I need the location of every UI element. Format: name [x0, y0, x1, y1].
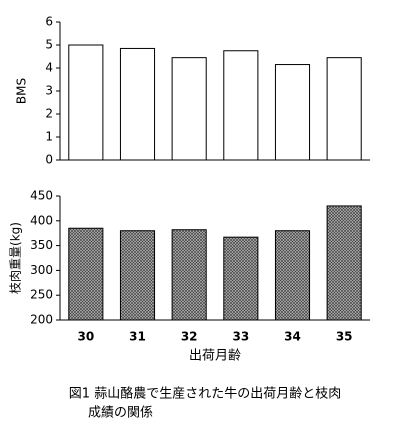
caption: 成績の関係 [88, 406, 153, 421]
y-tick-label: 2 [45, 107, 53, 121]
y-tick-label: 350 [30, 238, 53, 252]
x-tick-label: 35 [336, 330, 353, 344]
y-tick-label: 400 [30, 213, 53, 227]
bar [326, 57, 362, 161]
caption: 図1 蒜山酪農で生産された牛の出荷月齢と枝肉 [69, 386, 341, 402]
y-tick-label: 0 [45, 153, 53, 167]
x-tick-label: 33 [232, 330, 249, 344]
y-tick-label: 450 [30, 189, 53, 203]
y-tick-label: 200 [30, 313, 53, 327]
bar [274, 230, 311, 321]
bar [326, 205, 362, 321]
x-tick-label: 31 [129, 330, 146, 344]
bar [68, 44, 104, 161]
x-tick-label: 34 [284, 330, 301, 344]
bar [171, 57, 207, 161]
y-axis-label: BMS [15, 78, 29, 104]
bar [171, 229, 207, 321]
y-tick-label: 3 [45, 84, 53, 98]
y-tick-label: 4 [45, 61, 53, 75]
y-tick-label: 6 [45, 15, 53, 29]
bar [223, 236, 259, 321]
x-tick-label: 32 [181, 330, 198, 344]
y-tick-label: 5 [45, 38, 53, 52]
y-tick-label: 250 [30, 288, 53, 302]
y-axis-label: 枝肉重量(kg) [8, 222, 23, 294]
bar [223, 50, 259, 161]
y-tick-label: 300 [30, 263, 53, 277]
y-tick-label: 1 [45, 130, 53, 144]
x-axis-label: 出荷月齢 [189, 349, 241, 364]
bar [119, 230, 156, 321]
bar [274, 64, 311, 161]
bar [119, 47, 156, 161]
bar [68, 227, 104, 321]
x-tick-label: 30 [77, 330, 94, 344]
